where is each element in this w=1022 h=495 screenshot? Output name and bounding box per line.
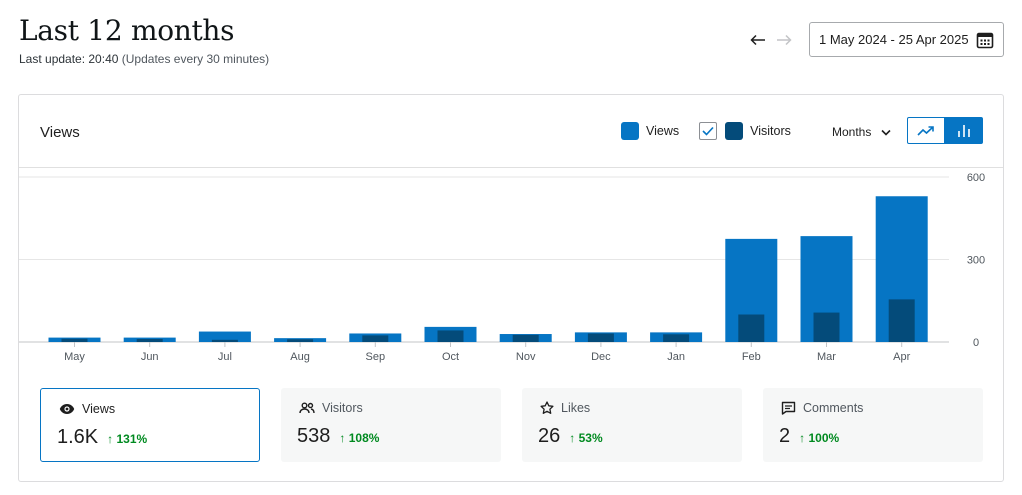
views-bar-chart: 0 300 600 May Jun Jul Aug Sep Oct Nov Dec Jan Feb Mar… <box>19 172 985 363</box>
date-range-picker[interactable]: 1 May 2024 - 25 Apr 2025 <box>809 22 1004 57</box>
bar-chart-icon <box>958 124 970 137</box>
x-tick-label: Feb <box>742 351 761 363</box>
stat-label: Comments <box>803 401 864 415</box>
bar-chart-button[interactable] <box>945 117 983 144</box>
stat-value: 2 <box>779 425 791 447</box>
chart-title: Views <box>40 124 80 141</box>
bar-visitors <box>512 334 539 342</box>
period-select[interactable]: Months <box>832 125 891 139</box>
stat-card-likes[interactable]: Likes 26 ↑ 53% <box>522 388 742 462</box>
stat-card-visitors[interactable]: Visitors 538 ↑ 108% <box>281 388 501 462</box>
x-tick-label: Mar <box>817 351 836 363</box>
stat-label: Likes <box>561 401 591 415</box>
stat-value: 1.6K <box>57 426 99 448</box>
chevron-down-icon <box>881 129 891 136</box>
trending-up-icon <box>917 125 934 136</box>
line-chart-button[interactable] <box>907 117 945 144</box>
date-range-label: 1 May 2024 - 25 Apr 2025 <box>819 32 969 47</box>
checkmark-icon <box>702 126 714 136</box>
bar-visitors <box>813 312 840 342</box>
x-tick-label: May <box>64 351 85 363</box>
views-card: Views Views Visitors Months 0 300 600 May Ju… <box>18 94 1004 482</box>
bar-visitors <box>437 330 464 342</box>
arrow-left-icon <box>750 34 765 46</box>
last-update-time: Last update: 20:40 <box>19 52 119 66</box>
people-icon <box>299 402 315 414</box>
page-title: Last 12 months <box>19 14 235 47</box>
calendar-icon <box>976 32 994 49</box>
legend-views: Views <box>621 122 679 140</box>
bar-views <box>198 331 251 342</box>
update-frequency: (Updates every 30 minutes) <box>121 52 270 66</box>
legend-visitors-label: Visitors <box>750 124 791 138</box>
chart-legend: Views Visitors <box>621 122 811 140</box>
stat-change: ↑ 53% <box>569 431 603 445</box>
bar-visitors <box>211 339 238 342</box>
header-divider <box>19 167 1003 168</box>
bar-visitors <box>888 299 915 342</box>
stat-change: ↑ 108% <box>339 431 380 445</box>
x-tick-label: Jan <box>667 351 685 363</box>
stat-value: 26 <box>538 425 561 447</box>
stat-card-comments[interactable]: Comments 2 ↑ 100% <box>763 388 983 462</box>
period-select-label: Months <box>832 125 872 139</box>
arrow-right-icon <box>777 34 792 46</box>
x-tick-label: Oct <box>442 351 459 363</box>
period-navigation <box>748 30 794 50</box>
stat-label: Views <box>82 402 116 416</box>
x-tick-label: Apr <box>893 351 910 363</box>
chart-type-toggle <box>907 117 983 144</box>
x-tick-label: Jul <box>218 351 232 363</box>
legend-visitors-swatch <box>725 122 744 140</box>
bar-visitors <box>61 338 88 342</box>
previous-period-button[interactable] <box>748 30 768 50</box>
stat-change: ↑ 131% <box>107 432 148 446</box>
legend-visitors[interactable]: Visitors <box>699 122 791 140</box>
stats-row: Views 1.6K ↑ 131% Visitors 538 ↑ 108% Li… <box>40 388 983 462</box>
stat-label: Visitors <box>322 401 363 415</box>
stat-value: 538 <box>297 425 331 447</box>
star-icon <box>540 401 554 414</box>
bar-visitors <box>663 334 690 342</box>
x-tick-label: Aug <box>290 351 310 363</box>
stat-card-views[interactable]: Views 1.6K ↑ 131% <box>40 388 260 462</box>
x-tick-label: Jun <box>141 351 159 363</box>
x-tick-label: Nov <box>516 351 536 363</box>
comment-icon <box>781 401 796 415</box>
eye-icon <box>59 404 75 414</box>
x-tick-label: Dec <box>591 351 611 363</box>
y-tick-label: 300 <box>967 255 985 267</box>
bar-visitors <box>362 335 389 342</box>
visitors-checkbox[interactable] <box>699 122 718 140</box>
last-update: Last update: 20:40 (Updates every 30 min… <box>19 52 269 66</box>
bar-visitors <box>738 314 765 342</box>
legend-views-swatch <box>621 122 639 140</box>
stat-change: ↑ 100% <box>799 431 840 445</box>
bar-visitors <box>136 338 163 342</box>
bar-visitors <box>287 339 314 342</box>
y-tick-label: 0 <box>973 337 979 349</box>
legend-views-label: Views <box>646 124 680 138</box>
y-tick-label: 600 <box>967 172 985 184</box>
x-tick-label: Sep <box>366 351 386 363</box>
next-period-button[interactable] <box>774 30 794 50</box>
bar-visitors <box>587 333 614 342</box>
